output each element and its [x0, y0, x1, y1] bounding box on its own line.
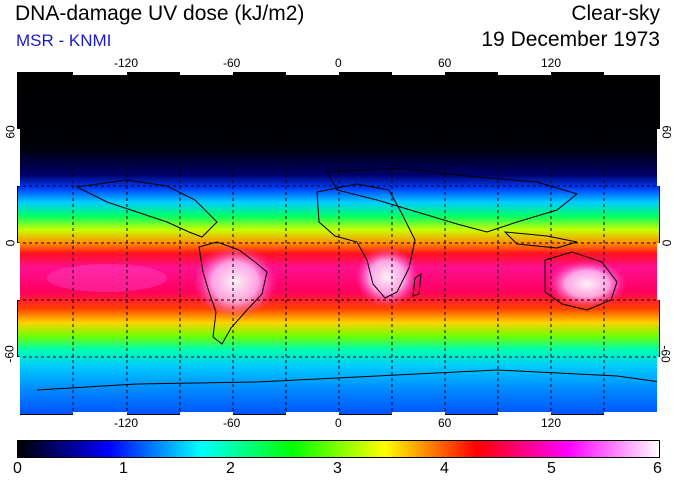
border-tick-left-3: [17, 357, 20, 415]
border-tick-top-5: [498, 72, 551, 75]
border-tick-left-2: [17, 243, 20, 300]
lon-tick-bottom-0: 0: [335, 416, 342, 430]
lat-tick-left-60: 60: [3, 125, 18, 139]
border-tick-top-1: [73, 72, 127, 75]
north-america-coast: [75, 179, 218, 238]
border-tick-right-2: [657, 243, 660, 300]
border-tick-top-3: [286, 72, 339, 75]
lon-tick-bottom-minus60: -60: [223, 416, 241, 430]
eurasia-coast: [326, 167, 579, 233]
colorbar-label-1: 1: [119, 460, 128, 477]
uv-dose-map: [17, 72, 660, 415]
border-tick-right-1: [657, 129, 660, 186]
map-title: DNA-damage UV dose (kJ/m2): [15, 2, 305, 25]
lat-tick-right-0: 0: [659, 239, 674, 247]
border-tick-top-6: [604, 72, 660, 75]
lon-tick-top-60: 60: [438, 56, 452, 70]
colorbar-label-4: 4: [440, 460, 449, 477]
colorbar-label-6: 6: [653, 460, 662, 477]
australia-hotspot: [547, 260, 627, 308]
southern-africa-hotspot: [355, 247, 419, 307]
graticule: [17, 72, 660, 415]
border-tick-bottom-4: [392, 412, 445, 415]
border-tick-top-2: [180, 72, 233, 75]
lon-tick-bottom-minus120: -120: [114, 416, 139, 430]
colorbar-label-3: 3: [333, 460, 342, 477]
source-label: MSR - KNMI: [16, 31, 112, 50]
colorbar-label-2: 2: [226, 460, 235, 477]
lat-tick-left-0: 0: [3, 239, 18, 247]
map-date: 19 December 1973: [481, 28, 660, 51]
lon-tick-bottom-120: 120: [541, 416, 562, 430]
lon-tick-top-120: 120: [541, 56, 562, 70]
border-tick-bottom-3: [286, 412, 339, 415]
lat-tick-left-minus60: -60: [2, 345, 17, 363]
lon-tick-top-minus120: -120: [114, 56, 139, 70]
colorbar-frame: [17, 440, 660, 458]
lat-tick-right-minus60: -60: [658, 345, 673, 363]
border-ticks: [17, 72, 660, 415]
border-tick-bottom-5: [498, 412, 551, 415]
lon-tick-top-0: 0: [335, 56, 342, 70]
colorbar-label-0: 0: [13, 460, 22, 477]
border-tick-bottom-2: [180, 412, 233, 415]
indonesia-coast: [503, 231, 578, 249]
lat-tick-right-60: 60: [659, 125, 674, 139]
pacific-hotspot: [47, 264, 167, 292]
border-tick-bottom-1: [73, 412, 127, 415]
antarctica-coast: [36, 369, 660, 391]
madagascar-coast: [412, 272, 422, 297]
border-tick-top-4: [392, 72, 445, 75]
colorbar-gradient: [17, 440, 660, 458]
border-tick-left-1: [17, 129, 20, 186]
border-tick-right-3: [657, 357, 660, 415]
colorbar-label-5: 5: [547, 460, 556, 477]
sky-condition: Clear-sky: [571, 2, 660, 25]
south-america-coast: [198, 241, 268, 345]
lon-tick-bottom-60: 60: [438, 416, 452, 430]
border-tick-bottom-6: [604, 412, 660, 415]
colorbar: [17, 440, 660, 458]
lon-tick-top-minus60: -60: [223, 56, 241, 70]
